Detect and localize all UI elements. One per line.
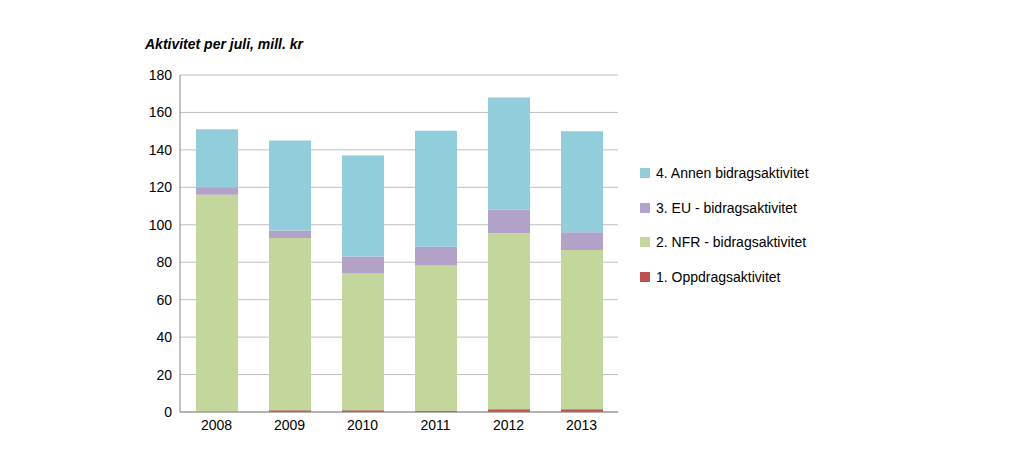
- svg-text:2013: 2013: [566, 417, 597, 433]
- svg-text:2009: 2009: [274, 417, 305, 433]
- svg-text:100: 100: [149, 217, 173, 233]
- svg-text:120: 120: [149, 179, 173, 195]
- html-text:3. EU - bidragsaktivitet: 3. EU - bidragsaktivitet: [656, 199, 797, 216]
- svg-text:2008: 2008: [201, 417, 232, 433]
- html-text:4. Annen bidragsaktivitet: 4. Annen bidragsaktivitet: [656, 165, 809, 181]
- svg-text:2011: 2011: [420, 417, 450, 433]
- svg-text:2010: 2010: [347, 417, 378, 433]
- svg-text:180: 180: [149, 67, 173, 83]
- html-text:Aktivitet per juli, mill. kr: Aktivitet per juli, mill. kr: [145, 36, 303, 52]
- svg-text:0: 0: [164, 404, 172, 420]
- svg-text:2012: 2012: [493, 417, 524, 433]
- svg-text:80: 80: [156, 254, 172, 270]
- svg-text:140: 140: [149, 142, 173, 158]
- html-text:1. Oppdragsaktivitet: 1. Oppdragsaktivitet: [656, 269, 781, 286]
- svg-text:40: 40: [156, 329, 172, 345]
- html-text:2. NFR - bidragsaktivitet: 2. NFR - bidragsaktivitet: [656, 234, 807, 251]
- svg-text:160: 160: [149, 104, 173, 120]
- svg-text:20: 20: [156, 367, 172, 383]
- svg-text:60: 60: [156, 292, 172, 308]
